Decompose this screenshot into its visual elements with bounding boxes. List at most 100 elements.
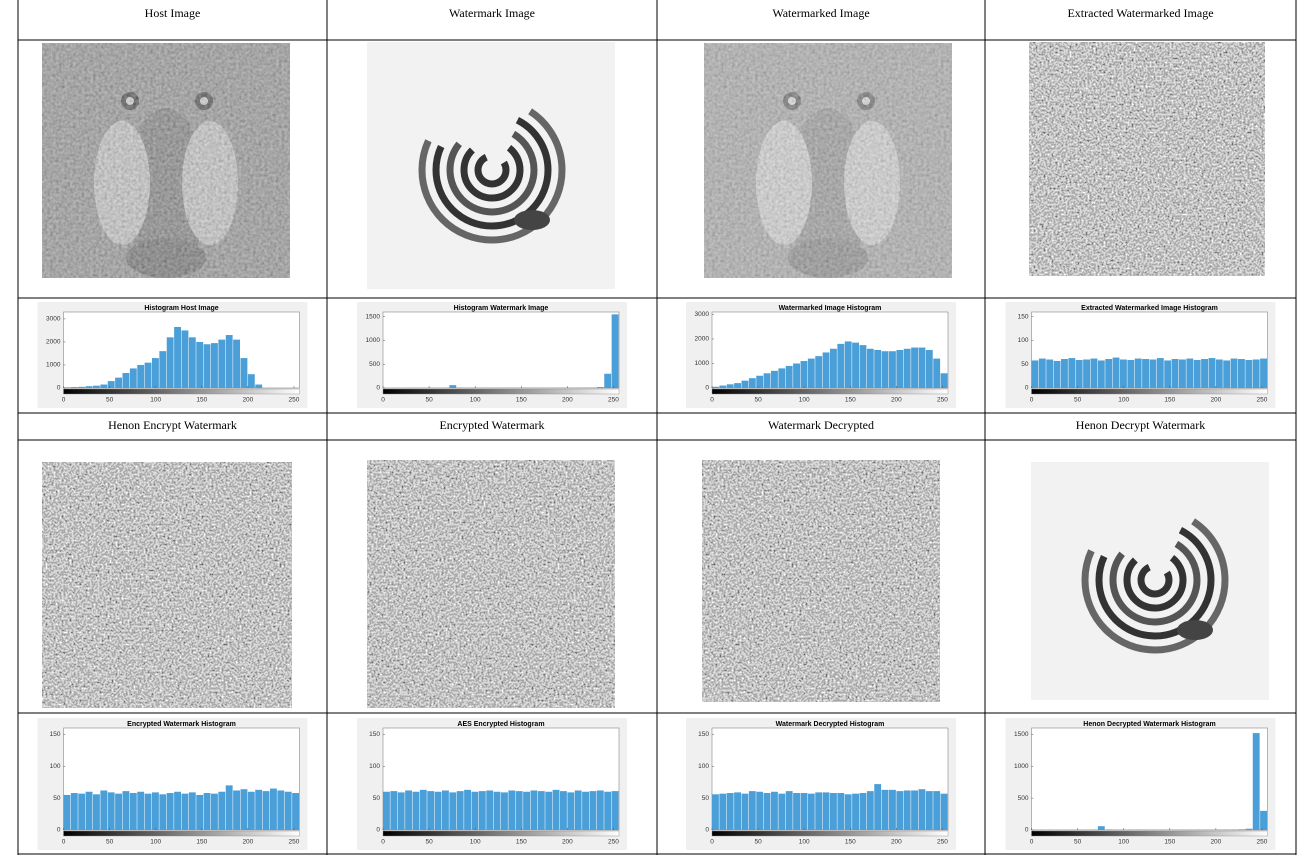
bar [449, 385, 457, 388]
bar [859, 345, 867, 388]
bar [255, 789, 263, 830]
bar [604, 373, 612, 388]
hist-title: Extracted Watermarked Image Histogram [1081, 305, 1218, 312]
bar [122, 791, 130, 830]
y-tick-label: 0 [376, 385, 380, 392]
bar [63, 387, 71, 388]
bar [741, 793, 749, 830]
caption: Encrypted Watermark [439, 418, 544, 432]
y-tick-label: 150 [50, 731, 61, 738]
bar [390, 791, 398, 830]
bar [493, 791, 501, 830]
hist-title: Henon Decrypted Watermark Histogram [1083, 721, 1215, 728]
bar [852, 342, 859, 388]
bar [734, 792, 741, 830]
bar [1097, 826, 1105, 830]
bar [815, 792, 823, 830]
caption: Extracted Watermarked Image [1067, 6, 1213, 20]
x-tick-label: 150 [1164, 397, 1175, 404]
bar [166, 337, 174, 388]
x-tick-label: 100 [799, 397, 810, 404]
bar [247, 374, 255, 388]
y-tick-label: 3000 [46, 316, 61, 323]
bar [589, 791, 597, 830]
bar [486, 790, 494, 830]
bar [63, 794, 71, 830]
bar [778, 368, 786, 388]
table-rules [17, 0, 1297, 855]
colorbar [711, 388, 949, 395]
x-tick-label: 50 [425, 839, 433, 846]
y-tick-label: 100 [50, 763, 61, 770]
bar [270, 788, 277, 830]
bar [734, 383, 741, 388]
henon-noise [42, 462, 292, 708]
y-tick-label: 50 [373, 795, 381, 802]
y-tick-label: 150 [698, 731, 709, 738]
bar [771, 370, 778, 388]
y-tick-label: 50 [702, 795, 710, 802]
bar [815, 356, 823, 388]
bar [1260, 358, 1267, 388]
bar [719, 385, 727, 388]
bar [225, 335, 233, 388]
bar [181, 793, 189, 830]
y-tick-label: 150 [1018, 313, 1029, 320]
bar [159, 794, 167, 830]
bar [793, 363, 800, 388]
bar [218, 791, 226, 830]
bar [911, 347, 918, 388]
x-tick-label: 0 [1030, 397, 1034, 404]
bar [1046, 359, 1054, 388]
caption: Henon Decrypt Watermark [1076, 418, 1205, 432]
extracted-noise [1029, 42, 1265, 276]
bar [115, 377, 122, 388]
bar [1112, 357, 1120, 388]
bar [567, 792, 575, 830]
bar [515, 791, 523, 830]
bar [166, 793, 174, 830]
y-tick-label: 500 [369, 361, 380, 368]
bar [807, 358, 815, 388]
bar [726, 384, 734, 388]
bar [778, 793, 786, 830]
bar [611, 314, 619, 388]
x-tick-label: 50 [425, 397, 433, 404]
x-tick-label: 200 [891, 839, 902, 846]
bar [1245, 828, 1253, 830]
x-tick-label: 50 [754, 397, 762, 404]
y-tick-label: 500 [1018, 795, 1029, 802]
x-tick-label: 250 [1257, 839, 1268, 846]
bar [292, 793, 299, 830]
bar [93, 794, 100, 830]
y-tick-label: 50 [53, 795, 61, 802]
bar [188, 337, 196, 388]
bar [427, 791, 435, 830]
host-image [42, 43, 290, 278]
bar [889, 351, 896, 388]
bar [1230, 829, 1238, 830]
x-tick-label: 150 [196, 397, 207, 404]
bar [107, 381, 115, 388]
decrypted-noise [702, 460, 940, 702]
bar [925, 791, 933, 830]
x-tick-label: 150 [845, 839, 856, 846]
images [42, 42, 1269, 708]
bar [771, 791, 778, 830]
encrypted-noise [367, 460, 615, 708]
bar [70, 387, 78, 388]
bar [1201, 359, 1208, 388]
bar [582, 791, 589, 830]
colorbar [1031, 830, 1268, 837]
y-tick-label: 0 [57, 827, 61, 834]
bar [159, 351, 167, 388]
bar [807, 793, 815, 830]
x-tick-label: 100 [799, 839, 810, 846]
bar [277, 790, 285, 830]
hist-title: AES Encrypted Histogram [457, 721, 544, 728]
bar [107, 792, 115, 830]
bar [434, 791, 442, 830]
bar [255, 384, 263, 388]
bar [1038, 358, 1046, 388]
x-tick-label: 100 [150, 397, 161, 404]
